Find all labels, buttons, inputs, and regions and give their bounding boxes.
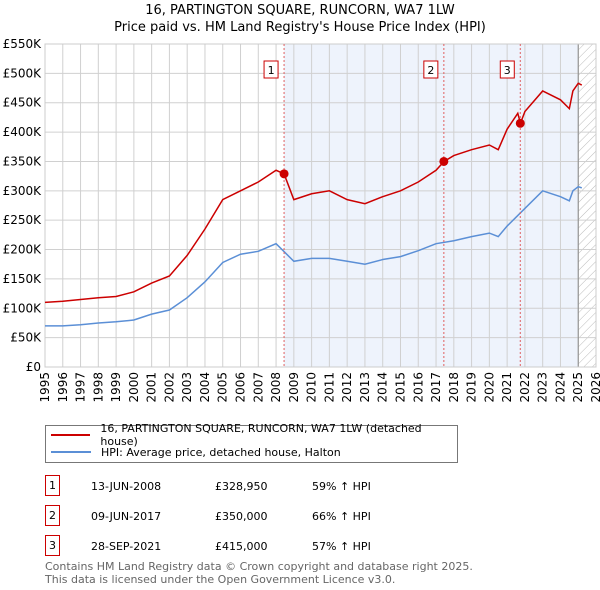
x-tick-label: 2011: [322, 372, 336, 403]
y-tick-label: £250K: [3, 213, 43, 227]
y-tick-label: £200K: [3, 243, 43, 257]
x-tick-label: 2001: [145, 372, 159, 403]
y-tick-label: £300K: [3, 184, 43, 198]
sale-point: [515, 118, 525, 128]
sale-label: 2: [427, 64, 434, 77]
x-tick-label: 2023: [536, 372, 550, 403]
y-tick-label: £50K: [10, 331, 42, 345]
footer-line: This data is licensed under the Open Gov…: [45, 573, 396, 586]
x-tick-label: 2004: [198, 372, 212, 403]
x-tick-label: 2008: [269, 372, 283, 403]
sale-label: 1: [268, 64, 275, 77]
x-tick-label: 2020: [482, 372, 496, 403]
x-tick-label: 2003: [180, 372, 194, 403]
sale-label-box: [499, 60, 515, 79]
legend: 16, PARTINGTON SQUARE, RUNCORN, WA7 1LW …: [45, 422, 458, 463]
x-tick-label: 2007: [251, 372, 265, 403]
y-tick-label: £100K: [3, 301, 43, 315]
x-tick-label: 2012: [340, 372, 354, 403]
sale-price: £350,000: [215, 510, 268, 523]
legend-item-hpi: HPI: Average price, detached house, Halt…: [46, 444, 341, 460]
price-chart: 1995 1996 1997 1998 1999 2000 2001 2002 2003 2004…: [3, 37, 600, 403]
y-tick-label: £150K: [3, 272, 43, 286]
chart-subtitle: Price paid vs. HM Land Registry's House …: [114, 20, 486, 35]
x-tick-label: 2015: [393, 372, 407, 403]
footer-line: Contains HM Land Registry data © Crown c…: [45, 560, 473, 573]
x-tick-label: 2006: [234, 372, 248, 403]
x-tick-label: 1996: [56, 372, 70, 403]
sale-badge: 2: [45, 505, 60, 526]
x-tick-label: 1995: [38, 372, 52, 403]
sale-label-box: [423, 60, 439, 79]
x-tick-label: 2025: [571, 372, 585, 403]
x-tick-label: 2017: [429, 372, 443, 403]
sale-price: £415,000: [215, 540, 268, 553]
sale-price: £328,950: [215, 480, 268, 493]
x-tick-label: 1998: [91, 372, 105, 403]
x-tick-label: 2016: [411, 372, 425, 403]
forecast-hatch: [578, 44, 596, 367]
sale-row: 2 09-JUN-2017 £350,000 66% ↑ HPI: [45, 505, 465, 527]
sale-point: [279, 169, 289, 179]
sale-hpi: 57% ↑ HPI: [312, 540, 371, 553]
x-tick-label: 2002: [162, 372, 176, 403]
x-tick-label: 2014: [376, 372, 390, 403]
sale-badge: 1: [45, 475, 60, 496]
chart-title: 16, PARTINGTON SQUARE, RUNCORN, WA7 1LW: [145, 3, 455, 18]
sale-point: [439, 156, 449, 166]
sale-row: 1 13-JUN-2008 £328,950 59% ↑ HPI: [45, 475, 465, 497]
legend-swatch: [51, 451, 91, 453]
x-tick-label: 2024: [553, 372, 567, 403]
footer: Contains HM Land Registry data © Crown c…: [45, 560, 473, 586]
x-tick-label: 2022: [518, 372, 532, 403]
y-tick-label: £400K: [3, 125, 43, 139]
series-line: [45, 185, 583, 327]
sale-date: 28-SEP-2021: [91, 540, 162, 553]
y-tick-label: £550K: [3, 37, 43, 51]
x-tick-label: 1997: [74, 372, 88, 403]
legend-item-property: 16, PARTINGTON SQUARE, RUNCORN, WA7 1LW …: [46, 422, 457, 448]
legend-label: HPI: Average price, detached house, Halt…: [101, 445, 341, 459]
sale-label: 3: [504, 64, 511, 77]
x-tick-label: 2000: [127, 372, 141, 403]
x-tick-label: 2009: [287, 372, 301, 403]
legend-swatch: [51, 434, 91, 436]
x-tick-label: 2010: [305, 372, 319, 403]
sale-label-box: [263, 60, 279, 79]
shaded-region: [284, 44, 579, 367]
y-tick-label: £450K: [3, 96, 43, 110]
x-tick-label: 2026: [589, 372, 600, 403]
x-tick-label: 2021: [500, 372, 514, 403]
plot-frame: [44, 43, 597, 368]
sale-badge: 3: [45, 535, 60, 556]
sale-hpi: 59% ↑ HPI: [312, 480, 371, 493]
x-tick-label: 2019: [465, 372, 479, 403]
x-tick-label: 2005: [216, 372, 230, 403]
sale-row: 3 28-SEP-2021 £415,000 57% ↑ HPI: [45, 535, 465, 557]
x-tick-label: 2013: [358, 372, 372, 403]
sale-date: 09-JUN-2017: [91, 510, 162, 523]
sale-hpi: 66% ↑ HPI: [312, 510, 371, 523]
legend-label: 16, PARTINGTON SQUARE, RUNCORN, WA7 1LW …: [100, 422, 422, 448]
y-tick-label: £0: [26, 360, 41, 374]
sale-date: 13-JUN-2008: [91, 480, 162, 493]
x-tick-label: 1999: [109, 372, 123, 403]
y-tick-label: £350K: [3, 154, 43, 168]
y-tick-label: £500K: [3, 66, 43, 80]
x-tick-label: 2018: [447, 372, 461, 403]
series-line: [44, 82, 583, 304]
